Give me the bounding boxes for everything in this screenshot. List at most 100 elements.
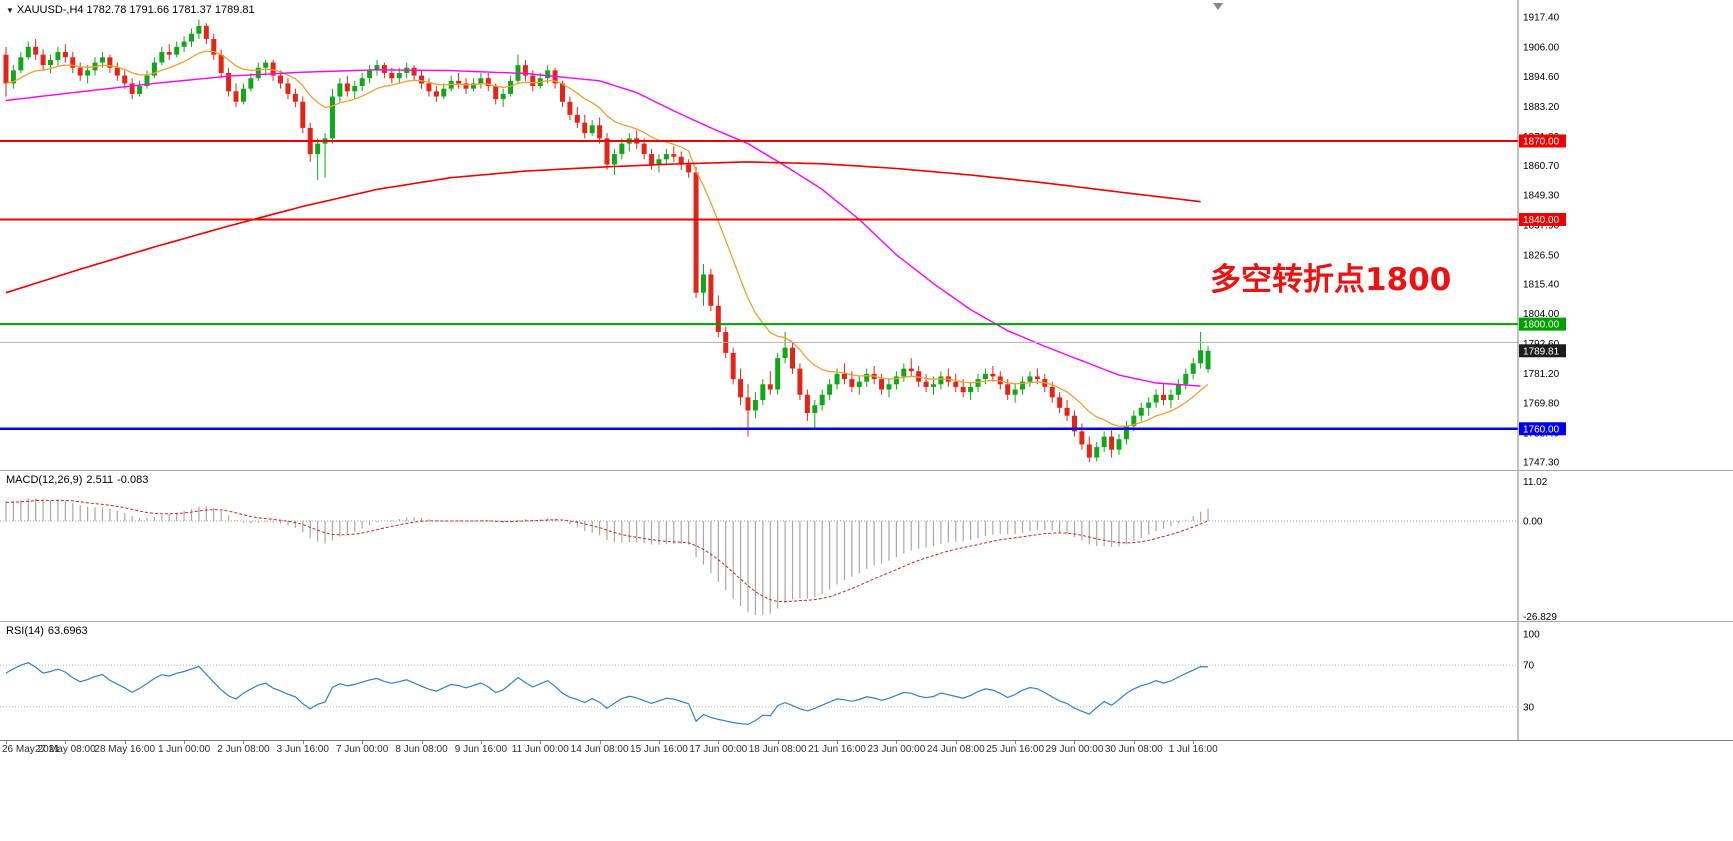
- time-axis-label: 29 Jun 00:00: [1045, 744, 1104, 755]
- rsi-value: 63.6963: [47, 625, 88, 637]
- candle: [3, 46, 9, 97]
- price-axis-label: 1804.00: [1523, 309, 1560, 320]
- price-line-label-text: 1800.00: [1523, 320, 1560, 331]
- rsi-scale-label: 70: [1523, 661, 1535, 672]
- price-line-label-text: 1870.00: [1523, 136, 1560, 147]
- price-line-label-text: 1760.00: [1523, 424, 1560, 435]
- time-axis-tick: [124, 741, 126, 744]
- price-axis-label: 1849.30: [1523, 191, 1560, 202]
- candle: [1146, 397, 1152, 416]
- price-line-label-text: 1789.81: [1523, 346, 1560, 357]
- candle: [1175, 379, 1181, 400]
- collapse-arrow-icon[interactable]: ▼: [6, 6, 14, 15]
- candle: [144, 70, 150, 89]
- symbol-timeframe: XAUUSD-,H4: [16, 4, 84, 16]
- time-axis[interactable]: 26 May 2021 27 May 08:00 28 May 16:00 1 Jun…: [0, 741, 1733, 761]
- price-axis-label: 1906.00: [1523, 42, 1560, 53]
- candle: [804, 389, 810, 421]
- macd-panel[interactable]: 11.02 0.00 -26.829: [0, 471, 1733, 621]
- candle: [419, 70, 425, 89]
- candle: [856, 376, 862, 395]
- macd-indicator-label: MACD(12,26,9) 2.511 -0.083: [6, 474, 152, 486]
- price-axis-label: 1883.20: [1523, 102, 1560, 113]
- candle: [456, 72, 462, 89]
- time-axis-tick: [184, 741, 186, 744]
- candle: [329, 88, 335, 144]
- candle: [129, 78, 135, 100]
- ohlc-open: 1782.78: [86, 4, 127, 16]
- time-axis-label: 8 Jun 08:00: [395, 744, 448, 755]
- candle: [945, 368, 951, 387]
- time-axis-tick: [540, 741, 542, 744]
- candle: [626, 133, 632, 152]
- time-axis-tick: [718, 741, 720, 744]
- chart-shift-marker-icon[interactable]: [1213, 3, 1223, 10]
- candle: [574, 106, 580, 128]
- candle: [982, 368, 988, 385]
- time-axis-tick: [243, 741, 245, 744]
- candle: [359, 72, 365, 92]
- candle: [10, 65, 16, 89]
- panel-separator[interactable]: [0, 621, 1733, 622]
- candle: [938, 371, 944, 390]
- price-line-label[interactable]: [1519, 422, 1566, 436]
- price-chart[interactable]: 1917.401906.001894.601883.201871.801860.…: [0, 0, 1733, 470]
- candle: [990, 365, 996, 382]
- macd-value: 2.511: [86, 474, 114, 486]
- rsi-indicator-label: RSI(14) 63.6963: [6, 625, 92, 637]
- candle: [567, 96, 573, 121]
- price-line-label-text: 1840.00: [1523, 215, 1560, 226]
- candle: [248, 72, 254, 92]
- candle: [25, 41, 31, 60]
- candle: [871, 365, 877, 385]
- candle: [18, 52, 24, 73]
- rsi-panel[interactable]: 100 70 30: [0, 622, 1733, 740]
- chart-title: ▼ XAUUSD-,H4 1782.78 1791.66 1781.37 1789.81: [6, 4, 258, 16]
- ma-mid-line: [5, 69, 1201, 387]
- time-axis-tick: [599, 741, 601, 744]
- candle: [634, 130, 640, 149]
- time-axis-label: 25 Jun 16:00: [986, 744, 1045, 755]
- candle: [1086, 436, 1092, 462]
- ohlc-close: 1789.81: [214, 4, 255, 16]
- candle: [48, 54, 54, 73]
- candle: [1205, 345, 1211, 373]
- candle: [656, 154, 662, 173]
- time-axis-tick: [896, 741, 898, 744]
- candle: [649, 148, 655, 170]
- candle: [322, 133, 328, 178]
- rsi-name: RSI(14): [6, 625, 44, 637]
- candle: [767, 371, 773, 395]
- candle: [33, 38, 39, 60]
- time-axis-label: 3 Jun 16:00: [276, 744, 329, 755]
- price-line-label[interactable]: [1519, 134, 1566, 148]
- candle: [174, 41, 180, 58]
- time-axis-tick: [1193, 741, 1195, 744]
- macd-signal-line: [5, 499, 1209, 603]
- candle: [77, 62, 83, 81]
- candle: [879, 373, 885, 395]
- time-axis-label: 14 Jun 08:00: [570, 744, 629, 755]
- candle: [315, 138, 321, 181]
- candle: [307, 122, 313, 162]
- time-axis-label: 9 Jun 16:00: [454, 744, 507, 755]
- time-axis-label: 17 Jun 00:00: [689, 744, 748, 755]
- candle: [1198, 331, 1204, 369]
- time-axis-label: 18 Jun 08:00: [748, 744, 807, 755]
- price-line-label[interactable]: [1519, 212, 1566, 226]
- candle: [500, 88, 506, 107]
- candle: [263, 59, 269, 76]
- time-axis-label: 30 Jun 08:00: [1104, 744, 1163, 755]
- time-axis-tick: [1015, 741, 1017, 744]
- price-axis-label: 1917.40: [1523, 13, 1560, 24]
- candle: [968, 381, 974, 400]
- price-line-label[interactable]: [1519, 317, 1566, 331]
- candle: [85, 65, 91, 84]
- price-line-label[interactable]: [1519, 344, 1566, 358]
- candles-layer: [3, 19, 1211, 462]
- panel-separator[interactable]: [0, 470, 1733, 471]
- candle: [367, 65, 373, 84]
- candle: [411, 65, 417, 81]
- candle: [975, 373, 981, 393]
- candle: [827, 379, 833, 400]
